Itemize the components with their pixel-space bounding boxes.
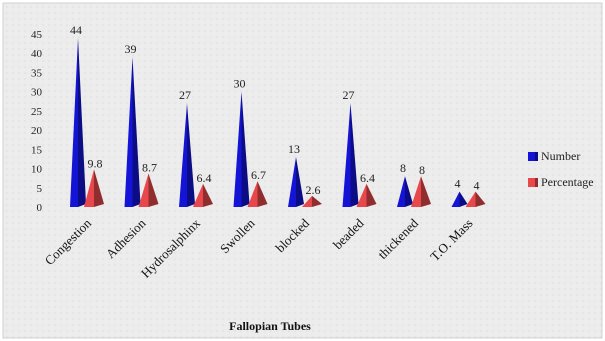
data-label: 8: [400, 161, 406, 175]
bar-percentage-right: [366, 183, 377, 207]
bar-number-right: [405, 176, 413, 207]
bar-number-left: [179, 103, 187, 207]
legend-swatch: [528, 152, 535, 161]
bars: [70, 37, 486, 207]
bar-number-right: [78, 37, 86, 207]
legend: Number Percentage: [528, 149, 594, 189]
bar-number-left: [233, 91, 242, 207]
y-tick-label: 20: [31, 125, 43, 137]
bar-percentage-left: [465, 191, 476, 207]
y-axis: 0 5 10 15 20 25 30 35 40 45: [31, 29, 43, 214]
bar-number-right: [187, 103, 195, 207]
data-label: 4: [455, 177, 461, 191]
bar-number-right: [459, 191, 468, 207]
bar-percentage-right: [257, 181, 268, 207]
bar-percentage-right: [148, 173, 159, 207]
x-axis-title: Fallopian Tubes: [229, 319, 311, 333]
bar-percentage-left: [84, 169, 94, 207]
bar-percentage-left: [138, 173, 149, 207]
y-tick-label: 45: [31, 29, 43, 41]
data-label: 27: [179, 88, 191, 102]
data-label: 9.8: [88, 156, 103, 170]
bar-number-right: [350, 103, 359, 207]
bar-percentage-right: [94, 169, 104, 207]
data-label: 44: [70, 23, 82, 37]
legend-swatch-side: [535, 152, 538, 161]
bar-percentage-right: [421, 176, 431, 207]
bar-percentage-right: [475, 191, 486, 207]
data-label: 8.7: [142, 161, 157, 175]
bar-percentage-left: [193, 183, 203, 207]
data-label: 13: [288, 142, 300, 156]
data-labels: 44 9.8 39 8.7 27 6.4 30 6.7 13 2.6 27 6.4 8 8 4 4: [70, 23, 480, 197]
bar-number-left: [451, 191, 460, 207]
data-label: 8: [419, 163, 425, 177]
bar-number-left: [124, 57, 133, 207]
y-tick-label: 25: [31, 106, 43, 118]
bar-number-left: [288, 157, 296, 207]
data-label: 39: [125, 42, 137, 56]
bar-percentage-right: [203, 183, 213, 207]
bar-number-left: [70, 37, 78, 207]
bar-percentage-right: [312, 195, 322, 207]
legend-swatch: [528, 178, 535, 187]
y-tick-label: 0: [37, 202, 43, 214]
bar-number-right: [296, 157, 304, 207]
y-tick-label: 35: [31, 67, 43, 79]
legend-label: Number: [541, 149, 580, 163]
bar-number-right: [132, 57, 141, 207]
bar-number-left: [342, 103, 351, 207]
y-tick-label: 10: [31, 164, 43, 176]
y-tick-label: 5: [37, 183, 43, 195]
bar-percentage-left: [302, 195, 312, 207]
y-tick-label: 15: [31, 144, 43, 156]
y-tick-label: 40: [31, 48, 43, 60]
data-label: 6.4: [197, 171, 212, 185]
bar-number-left: [397, 176, 405, 207]
data-label: 30: [234, 77, 246, 91]
data-label: 6.4: [360, 171, 375, 185]
bar-percentage-left: [247, 181, 258, 207]
data-label: 2.6: [306, 183, 321, 197]
data-label: 4: [474, 179, 480, 193]
bar-number-right: [241, 91, 250, 207]
bar-percentage-left: [411, 176, 421, 207]
legend-label: Percentage: [541, 175, 594, 189]
data-label: 6.7: [251, 168, 266, 182]
legend-swatch-side: [535, 178, 538, 187]
data-label: 27: [343, 88, 355, 102]
bar-percentage-left: [356, 183, 367, 207]
y-tick-label: 30: [31, 87, 43, 99]
